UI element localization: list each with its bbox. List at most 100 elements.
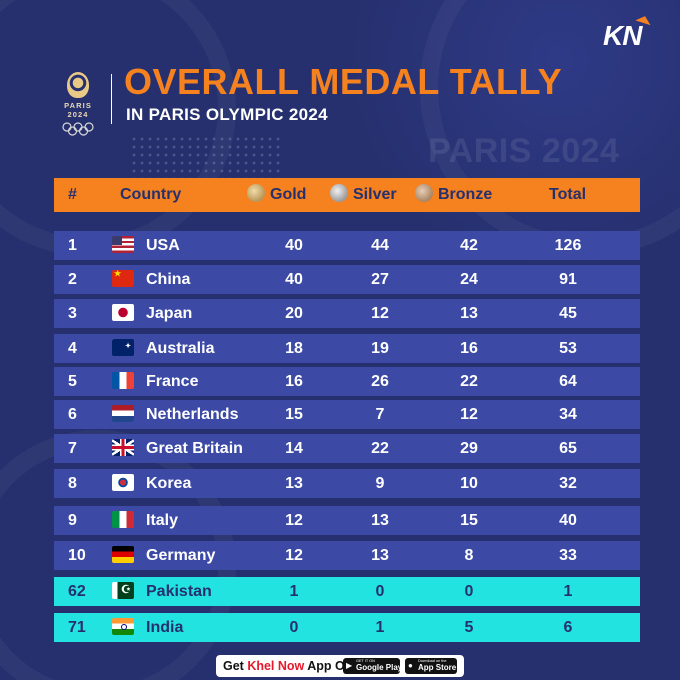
bronze-count-cell: 22 bbox=[460, 373, 478, 390]
header-divider bbox=[111, 74, 112, 124]
header-gold: Gold bbox=[247, 178, 306, 212]
silver-count-cell: 13 bbox=[371, 547, 389, 564]
gold-count-cell: 14 bbox=[285, 440, 303, 457]
table-header: # Country Gold Silver Bronze Total bbox=[54, 178, 640, 212]
country-cell: Great Britain bbox=[146, 440, 243, 457]
gold-medal-icon bbox=[247, 184, 265, 202]
country-cell: Korea bbox=[146, 475, 192, 492]
silver-count-cell: 13 bbox=[371, 512, 389, 529]
table-row: 9 Italy 12 13 15 40 bbox=[54, 506, 640, 535]
footer-text: Get Khel Now App On bbox=[223, 655, 352, 677]
silver-count-cell: 26 bbox=[371, 373, 389, 390]
apple-icon: ● bbox=[408, 661, 413, 670]
country-cell: Japan bbox=[146, 305, 193, 322]
rank-cell: 3 bbox=[68, 305, 77, 322]
flag-korea-icon bbox=[112, 474, 134, 491]
google-play-small-text: GET IT ON bbox=[356, 659, 375, 663]
rank-cell: 9 bbox=[68, 512, 77, 529]
footer-prefix: Get bbox=[223, 659, 248, 673]
gold-count-cell: 1 bbox=[289, 583, 299, 600]
flag-china-icon bbox=[112, 270, 134, 287]
rank-cell: 5 bbox=[68, 373, 77, 390]
flag-netherlands-icon bbox=[112, 405, 134, 422]
header-bronze-label: Bronze bbox=[438, 186, 493, 203]
silver-count-cell: 1 bbox=[375, 619, 385, 636]
google-play-badge[interactable]: ▶ GET IT ON Google Play bbox=[343, 658, 402, 674]
silver-count-cell: 12 bbox=[371, 305, 389, 322]
table-row: 8 Korea 13 9 10 32 bbox=[54, 469, 640, 498]
total-count-cell: 91 bbox=[559, 271, 577, 288]
flag-australia-icon bbox=[112, 339, 134, 356]
total-count-cell: 126 bbox=[554, 237, 582, 254]
gold-count-cell: 12 bbox=[285, 512, 303, 529]
flag-usa-icon bbox=[112, 236, 134, 253]
rank-cell: 7 bbox=[68, 440, 77, 457]
rank-cell: 6 bbox=[68, 406, 77, 423]
table-row: 71 India 0 1 5 6 bbox=[54, 613, 640, 642]
table-row: 3 Japan 20 12 13 45 bbox=[54, 299, 640, 328]
rank-cell: 4 bbox=[68, 340, 77, 357]
total-count-cell: 6 bbox=[563, 619, 573, 636]
total-count-cell: 45 bbox=[559, 305, 577, 322]
gold-count-cell: 20 bbox=[285, 305, 303, 322]
gold-count-cell: 18 bbox=[285, 340, 303, 357]
country-cell: France bbox=[146, 373, 199, 390]
app-store-small-text: Download on the bbox=[418, 659, 447, 663]
silver-count-cell: 44 bbox=[371, 237, 389, 254]
gold-count-cell: 40 bbox=[285, 237, 303, 254]
app-store-label: App Store bbox=[418, 663, 457, 672]
flag-japan-icon bbox=[112, 304, 134, 321]
flag-pakistan-icon bbox=[112, 582, 134, 599]
footer-brand: Khel Now bbox=[247, 659, 305, 673]
bronze-count-cell: 29 bbox=[460, 440, 478, 457]
flag-india-icon bbox=[112, 618, 134, 635]
rank-cell: 8 bbox=[68, 475, 77, 492]
total-count-cell: 1 bbox=[563, 583, 573, 600]
google-play-icon: ▶ bbox=[346, 661, 353, 670]
background-ring bbox=[0, 0, 236, 256]
footer-suffix: App On bbox=[304, 659, 353, 673]
bronze-count-cell: 16 bbox=[460, 340, 478, 357]
flag-italy-icon bbox=[112, 511, 134, 528]
gold-count-cell: 15 bbox=[285, 406, 303, 423]
gold-count-cell: 13 bbox=[285, 475, 303, 492]
silver-count-cell: 22 bbox=[371, 440, 389, 457]
country-cell: USA bbox=[146, 237, 180, 254]
rank-cell: 1 bbox=[68, 237, 77, 254]
bronze-count-cell: 24 bbox=[460, 271, 478, 288]
logo-text: PARIS 2024 bbox=[64, 101, 92, 119]
page-title: OVERALL MEDAL TALLY bbox=[124, 61, 563, 102]
table-row: 5 France 16 26 22 64 bbox=[54, 367, 640, 396]
silver-medal-icon bbox=[330, 184, 348, 202]
header-gold-label: Gold bbox=[270, 186, 307, 203]
bronze-count-cell: 10 bbox=[460, 475, 478, 492]
flag-germany-icon bbox=[112, 546, 134, 563]
country-cell: India bbox=[146, 619, 184, 636]
total-count-cell: 40 bbox=[559, 512, 577, 529]
total-count-cell: 64 bbox=[559, 373, 577, 390]
rank-cell: 2 bbox=[68, 271, 77, 288]
header-rank: # bbox=[68, 186, 77, 203]
gold-count-cell: 12 bbox=[285, 547, 303, 564]
silver-count-cell: 7 bbox=[375, 406, 385, 423]
app-store-badge[interactable]: ● Download on the App Store bbox=[405, 658, 457, 674]
olympic-rings-icon bbox=[62, 122, 94, 136]
total-count-cell: 33 bbox=[559, 547, 577, 564]
table-row: 62 Pakistan 1 0 0 1 bbox=[54, 577, 640, 606]
gold-count-cell: 0 bbox=[289, 619, 299, 636]
silver-count-cell: 0 bbox=[375, 583, 385, 600]
bronze-count-cell: 8 bbox=[464, 547, 474, 564]
bronze-count-cell: 0 bbox=[464, 583, 474, 600]
rank-cell: 10 bbox=[68, 547, 86, 564]
table-row: 2 China 40 27 24 91 bbox=[54, 265, 640, 294]
gold-count-cell: 16 bbox=[285, 373, 303, 390]
bronze-count-cell: 12 bbox=[460, 406, 478, 423]
bronze-count-cell: 15 bbox=[460, 512, 478, 529]
bronze-count-cell: 5 bbox=[464, 619, 474, 636]
table-row: 1 USA 40 44 42 126 bbox=[54, 231, 640, 260]
total-count-cell: 34 bbox=[559, 406, 577, 423]
silver-count-cell: 9 bbox=[375, 475, 385, 492]
header-country: Country bbox=[120, 186, 182, 203]
header-total: Total bbox=[549, 186, 587, 203]
country-cell: Pakistan bbox=[146, 583, 212, 600]
